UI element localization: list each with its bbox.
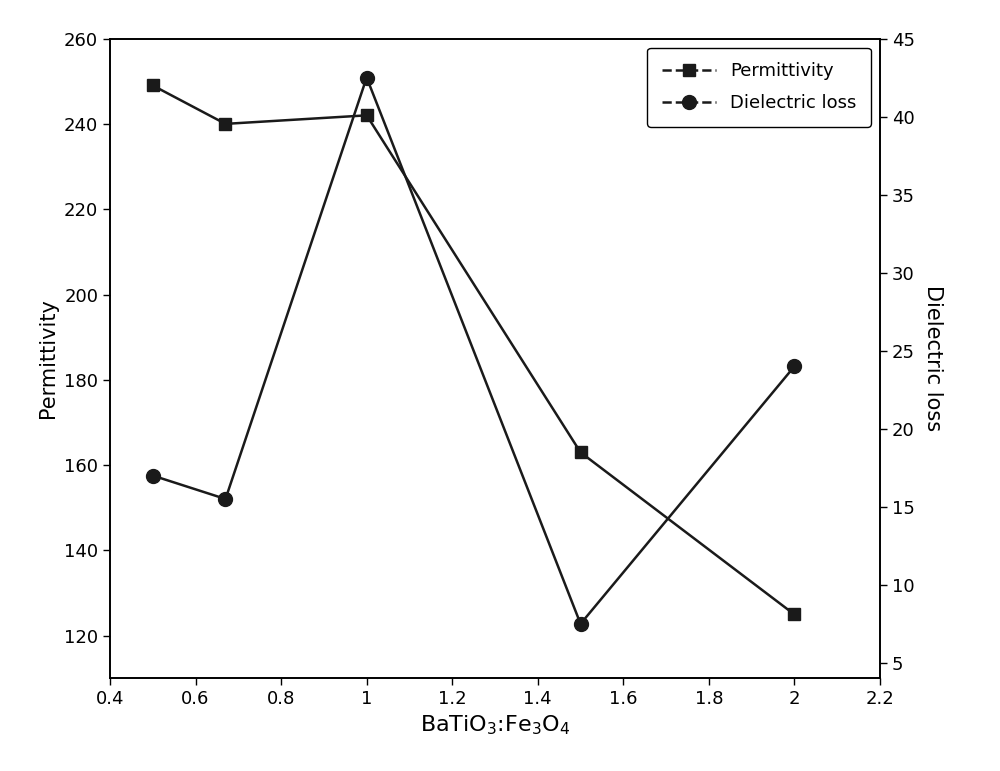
- Dielectric loss: [575, 619, 587, 628]
- Dielectric loss: [361, 73, 373, 82]
- X-axis label: BaTiO$_3$:Fe$_3$O$_4$: BaTiO$_3$:Fe$_3$O$_4$: [420, 714, 570, 737]
- Permittivity: [219, 120, 231, 129]
- Legend: Permittivity, Dielectric loss: Permittivity, Dielectric loss: [647, 48, 871, 127]
- Y-axis label: Permittivity: Permittivity: [38, 298, 58, 419]
- Line: Permittivity: Permittivity: [147, 79, 801, 621]
- Permittivity: [361, 111, 373, 120]
- Line: Dielectric loss: Dielectric loss: [146, 71, 801, 631]
- Permittivity: [147, 81, 159, 90]
- Y-axis label: Dielectric loss: Dielectric loss: [923, 285, 943, 432]
- Dielectric loss: [788, 362, 800, 371]
- Dielectric loss: [219, 494, 231, 503]
- Permittivity: [575, 448, 587, 457]
- Permittivity: [788, 610, 800, 619]
- Dielectric loss: [147, 471, 159, 480]
